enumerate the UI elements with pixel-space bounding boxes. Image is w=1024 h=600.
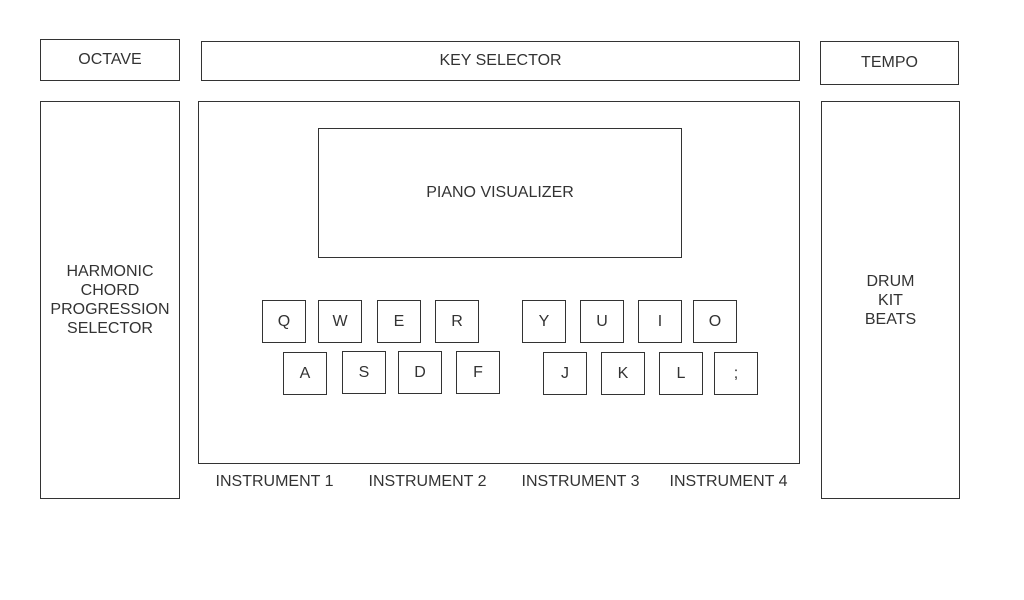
piano-visualizer-label: PIANO VISUALIZER xyxy=(426,184,574,201)
key-a[interactable]: A xyxy=(283,352,327,395)
key-label: R xyxy=(451,312,463,330)
key-i[interactable]: I xyxy=(638,300,682,343)
drum-kit-label: DRUM KIT BEATS xyxy=(864,272,917,328)
key-label: O xyxy=(708,312,722,330)
key-f[interactable]: F xyxy=(456,351,500,394)
tab-label: INSTRUMENT 2 xyxy=(368,472,487,490)
key-label: L xyxy=(676,364,686,382)
key-w[interactable]: W xyxy=(318,300,362,343)
key-j[interactable]: J xyxy=(543,352,587,395)
key-label: A xyxy=(299,364,311,382)
key-selector[interactable]: KEY SELECTOR xyxy=(201,41,800,81)
tempo-label: TEMPO xyxy=(861,54,918,71)
key-o[interactable]: O xyxy=(693,300,737,343)
octave-button[interactable]: OCTAVE xyxy=(40,39,180,81)
drum-kit-beats[interactable]: DRUM KIT BEATS xyxy=(821,101,960,499)
key-e[interactable]: E xyxy=(377,300,421,343)
chord-progression-selector[interactable]: HARMONIC CHORD PROGRESSION SELECTOR xyxy=(40,101,180,499)
key-label: I xyxy=(657,312,663,330)
key-selector-label: KEY SELECTOR xyxy=(439,52,562,69)
key-label: J xyxy=(561,364,569,382)
tab-label: INSTRUMENT 3 xyxy=(521,472,640,490)
key-r[interactable]: R xyxy=(435,300,479,343)
key-label: ; xyxy=(733,364,739,382)
key-label: U xyxy=(596,312,608,330)
key-label: W xyxy=(332,312,348,330)
key-label: K xyxy=(617,364,629,382)
key-y[interactable]: Y xyxy=(522,300,566,343)
key-semicolon[interactable]: ; xyxy=(714,352,758,395)
key-label: E xyxy=(393,312,405,330)
key-label: F xyxy=(473,363,483,381)
tab-label: INSTRUMENT 4 xyxy=(669,472,788,490)
tempo-control[interactable]: TEMPO xyxy=(820,41,959,85)
chord-progression-label: HARMONIC CHORD PROGRESSION SELECTOR xyxy=(50,263,170,337)
key-label: D xyxy=(414,363,426,381)
key-label: S xyxy=(358,363,370,381)
tab-instrument-4[interactable]: INSTRUMENT 4 xyxy=(657,463,800,499)
key-s[interactable]: S xyxy=(342,351,386,394)
key-label: Y xyxy=(538,312,550,330)
key-u[interactable]: U xyxy=(580,300,624,343)
key-q[interactable]: Q xyxy=(262,300,306,343)
octave-label: OCTAVE xyxy=(78,51,142,68)
piano-visualizer: PIANO VISUALIZER xyxy=(318,128,682,258)
key-d[interactable]: D xyxy=(398,351,442,394)
tab-instrument-2[interactable]: INSTRUMENT 2 xyxy=(351,463,505,499)
tab-label: INSTRUMENT 1 xyxy=(215,472,334,490)
tab-instrument-1[interactable]: INSTRUMENT 1 xyxy=(198,463,352,499)
key-k[interactable]: K xyxy=(601,352,645,395)
tab-instrument-3[interactable]: INSTRUMENT 3 xyxy=(504,463,658,499)
key-label: Q xyxy=(277,312,291,330)
key-l[interactable]: L xyxy=(659,352,703,395)
